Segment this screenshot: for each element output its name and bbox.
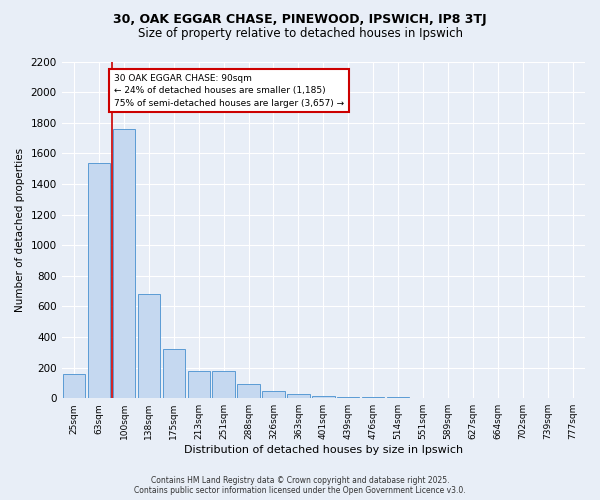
Bar (188, 372, 210, 398)
Bar (238, 384, 260, 398)
Bar (63, 374, 85, 398)
Bar (362, 397, 385, 398)
Y-axis label: Number of detached properties: Number of detached properties (15, 148, 25, 312)
Bar (88, 162, 110, 398)
Bar (113, 129, 135, 398)
Text: Contains HM Land Registry data © Crown copyright and database right 2025.
Contai: Contains HM Land Registry data © Crown c… (134, 476, 466, 495)
Text: 30 OAK EGGAR CHASE: 90sqm
← 24% of detached houses are smaller (1,185)
75% of se: 30 OAK EGGAR CHASE: 90sqm ← 24% of detac… (114, 74, 344, 108)
X-axis label: Distribution of detached houses by size in Ipswich: Distribution of detached houses by size … (184, 445, 463, 455)
Text: 30, OAK EGGAR CHASE, PINEWOOD, IPSWICH, IP8 3TJ: 30, OAK EGGAR CHASE, PINEWOOD, IPSWICH, … (113, 12, 487, 26)
Bar (163, 349, 185, 398)
Text: Size of property relative to detached houses in Ipswich: Size of property relative to detached ho… (137, 28, 463, 40)
Bar (212, 372, 235, 398)
Bar (262, 392, 285, 398)
Bar (312, 396, 335, 398)
Bar (287, 394, 310, 398)
Bar (137, 294, 160, 398)
Bar (337, 396, 359, 398)
